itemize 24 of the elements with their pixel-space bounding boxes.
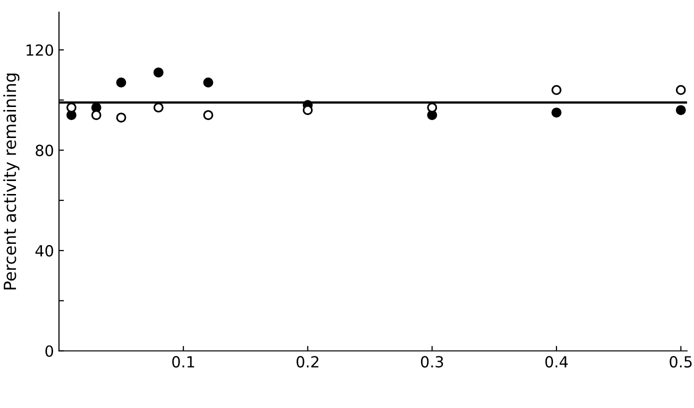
point [676, 85, 686, 96]
y-axis-title: Percent activity remaining [3, 74, 20, 290]
point [676, 105, 686, 116]
point [153, 67, 164, 78]
y-tick-label: 0 [45, 345, 54, 357]
y-tick-label: 120 [26, 44, 54, 56]
point [203, 110, 214, 120]
y-tick-label: 80 [36, 144, 54, 156]
y-tick-label: 40 [35, 245, 54, 257]
x-tick-label: 0.5 [670, 356, 692, 368]
x-tick-label: 0.4 [545, 356, 568, 368]
x-tick-label: 0.3 [420, 356, 444, 368]
point [153, 102, 164, 113]
point [66, 102, 76, 113]
point [302, 105, 313, 116]
x-tick-label: 0.1 [172, 356, 194, 368]
point [203, 77, 214, 88]
point [116, 77, 126, 88]
point [91, 110, 102, 120]
point [551, 108, 562, 118]
point [427, 102, 438, 113]
x-tick-label: 0.2 [296, 356, 318, 368]
point [551, 85, 562, 96]
point [116, 112, 126, 123]
